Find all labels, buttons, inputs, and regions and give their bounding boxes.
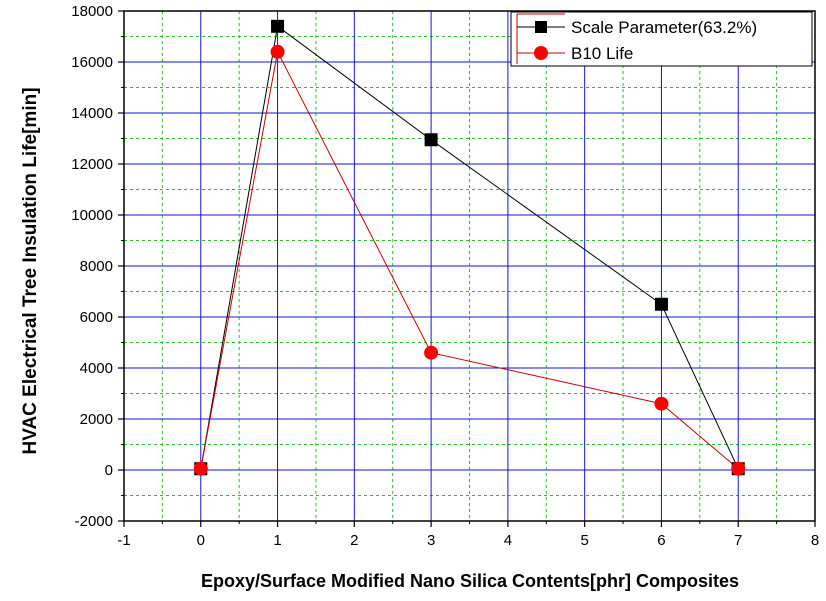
- series-0-point: [271, 19, 285, 33]
- series-1-point: [731, 461, 746, 476]
- ticks-layer: -1 0 1 2 3 4 5 6 7 8 -2000 0 2000 4000 6000 8000 10000 12…: [71, 3, 819, 549]
- x-tick-label: 7: [734, 532, 742, 549]
- series-0-point: [654, 297, 668, 311]
- series-layer: [193, 19, 746, 476]
- y-tick-label: 12000: [71, 156, 113, 173]
- legend: Scale Parameter(63.2%) B10 Life: [510, 11, 813, 67]
- y-tick-label: -2000: [75, 513, 113, 530]
- y-tick-label: 2000: [80, 411, 113, 428]
- y-tick-label: 14000: [71, 105, 113, 122]
- series-0-point: [424, 133, 438, 147]
- legend-marker-1: [534, 46, 548, 60]
- legend-label-0: Scale Parameter(63.2%): [571, 18, 757, 37]
- x-tick-label: 1: [273, 532, 281, 549]
- y-tick-label: 8000: [80, 258, 113, 275]
- y-tick-label: 4000: [80, 360, 113, 377]
- series-1-point: [424, 345, 439, 360]
- x-tick-label: -1: [117, 532, 130, 549]
- series-1-point: [654, 396, 669, 411]
- legend-marker-0: [535, 21, 547, 33]
- y-tick-label: 16000: [71, 54, 113, 71]
- y-tick-label: 18000: [71, 3, 113, 20]
- y-tick-label: 0: [105, 462, 113, 479]
- y-tick-label: 6000: [80, 309, 113, 326]
- x-tick-label: 0: [197, 532, 205, 549]
- x-tick-label: 8: [811, 532, 819, 549]
- x-tick-label: 3: [427, 532, 435, 549]
- series-1-point: [193, 461, 208, 476]
- legend-label-1: B10 Life: [571, 44, 633, 63]
- series-1-point: [270, 44, 285, 59]
- y-axis-title: HVAC Electrical Tree Insulation Life[min…: [20, 87, 41, 454]
- x-tick-label: 2: [350, 532, 358, 549]
- x-tick-label: 5: [580, 532, 588, 549]
- x-tick-label: 4: [504, 532, 512, 549]
- y-tick-label: 10000: [71, 207, 113, 224]
- major-grid: [123, 10, 816, 522]
- legend-box: [510, 11, 813, 67]
- x-tick-label: 6: [657, 532, 665, 549]
- x-axis-title: Epoxy/Surface Modified Nano Silica Conte…: [201, 571, 739, 591]
